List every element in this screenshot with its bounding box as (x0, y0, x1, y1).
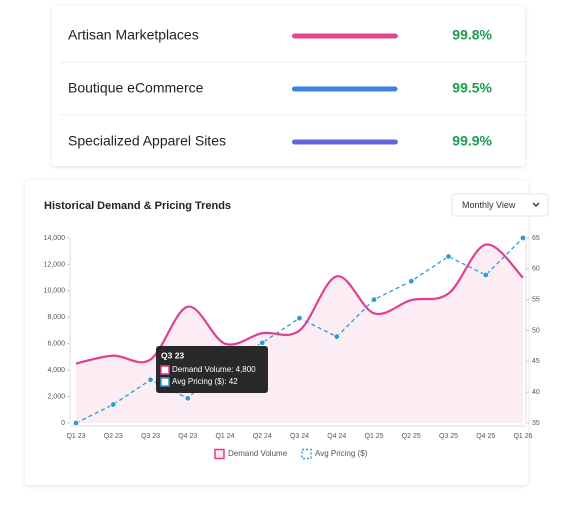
x-tick-label: Q4 25 (476, 433, 495, 440)
point (296, 314, 303, 322)
legend-label: Demand Volume (228, 449, 288, 458)
y-tick-label: 12,000 (44, 261, 66, 268)
point (445, 253, 452, 260)
y2-tick-label: 55 (532, 297, 540, 304)
y2-tick-label: 65 (532, 235, 540, 242)
x-tick-label: Q3 24 (290, 433, 309, 440)
y2-tick-label: 60 (532, 266, 540, 273)
chart-title: Historical Demand & Pricing Trends (44, 200, 231, 212)
x-tick-label: Q4 23 (178, 433, 197, 440)
point (482, 271, 489, 279)
y-tick-label: 0 (61, 420, 65, 427)
point (333, 333, 340, 340)
y2-tick-label: 35 (532, 420, 540, 427)
tooltip: Q3 23 Demand Volume: 4,800 Avg Pricing ($)… (156, 346, 268, 393)
point (184, 395, 191, 402)
y2-tick-label: 50 (532, 327, 540, 334)
chart-card (25, 180, 528, 485)
y-tick-label: 6,000 (47, 341, 65, 348)
marketplace-name: Artisan Marketplaces (68, 27, 199, 43)
progress-bar (292, 86, 398, 92)
x-tick-label: Q1 23 (66, 433, 85, 440)
x-tick-label: Q2 24 (253, 433, 272, 440)
line (75, 243, 524, 365)
x-tick-label: Q1 25 (364, 433, 383, 440)
percentage: 99.8% (452, 27, 492, 43)
point (72, 419, 80, 427)
tooltip-title: Q3 23 (161, 350, 184, 360)
point (408, 277, 415, 285)
view-dropdown-label[interactable]: Monthly View (462, 200, 516, 210)
y2-tick-label: 45 (532, 358, 540, 365)
x-tick-label: Q2 23 (104, 433, 123, 440)
point (147, 376, 154, 384)
y2-tick-label: 40 (532, 389, 540, 396)
x-tick-label: Q2 25 (402, 433, 421, 440)
y-tick-label: 4,000 (47, 367, 65, 374)
tooltip-swatch (160, 365, 170, 375)
x-tick-label: Q1 24 (215, 433, 234, 440)
point (110, 401, 117, 408)
y-tick-label: 2,000 (47, 393, 65, 400)
percentage: 99.5% (452, 80, 492, 96)
legend-label: Avg Pricing ($) (315, 449, 368, 458)
dropdown-caret[interactable] (532, 202, 540, 207)
tooltip-line: Avg Pricing ($): 42 (172, 377, 238, 386)
y-tick-label: 10,000 (44, 288, 66, 295)
progress-bar (292, 33, 398, 39)
tooltip-box (156, 346, 268, 393)
marketplace-name: Specialized Apparel Sites (68, 133, 226, 149)
x-tick-label: Q1 26 (513, 433, 532, 440)
x-tick-label: Q4 24 (327, 433, 346, 440)
legend-swatch (214, 448, 225, 460)
percentage: 99.9% (452, 133, 492, 149)
point (519, 234, 527, 242)
progress-bar (292, 139, 398, 145)
metrics-card (52, 6, 525, 166)
x-tick-label: Q3 23 (141, 433, 160, 440)
marketplace-name: Boutique eCommerce (68, 80, 204, 96)
y-tick-label: 8,000 (47, 314, 65, 321)
y-tick-label: 14,000 (44, 235, 66, 242)
point (259, 339, 266, 347)
view-dropdown[interactable] (451, 193, 549, 217)
tooltip-swatch (160, 377, 170, 387)
legend-swatch (301, 448, 312, 460)
x-tick-label: Q3 25 (439, 433, 458, 440)
tooltip-line: Demand Volume: 4,800 (172, 365, 256, 374)
point (370, 296, 378, 303)
